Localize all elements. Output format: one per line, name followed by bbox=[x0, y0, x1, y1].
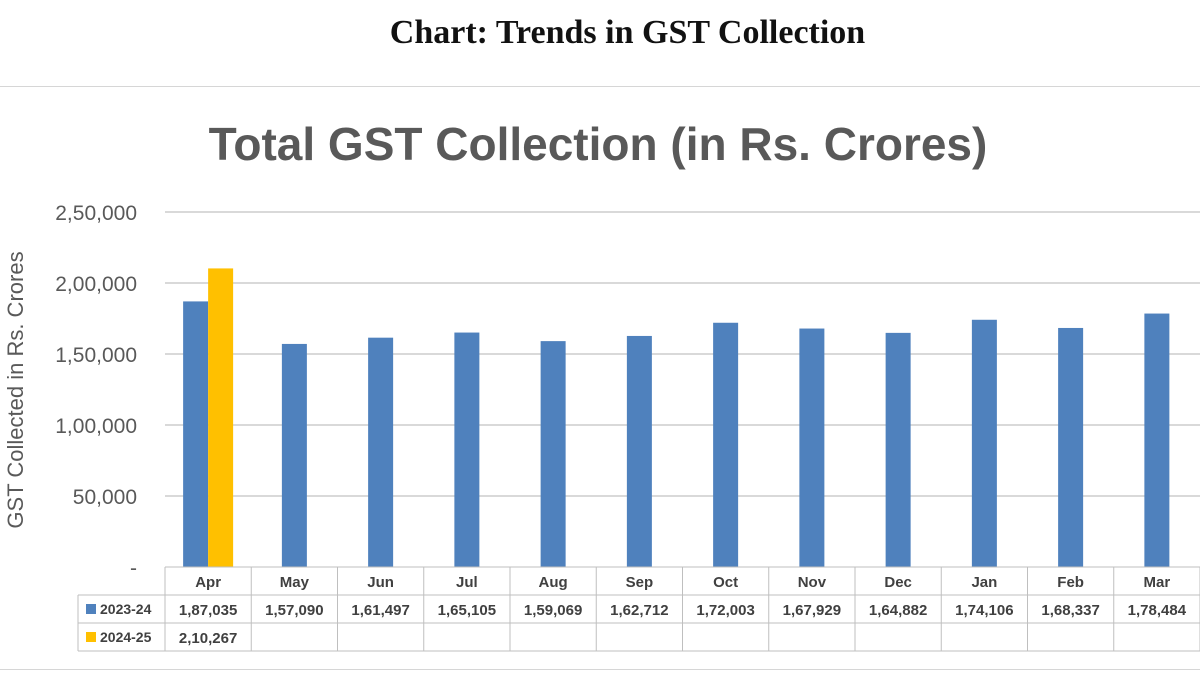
y-axis-label: GST Collected in Rs. Crores bbox=[3, 251, 28, 528]
category-label: Jul bbox=[456, 574, 478, 591]
legend-label-2023-24: 2023-24 bbox=[100, 601, 152, 617]
data-label-2023-24-may: 1,57,090 bbox=[265, 602, 323, 619]
data-label-2023-24-apr: 1,87,035 bbox=[179, 602, 237, 619]
category-label: Sep bbox=[626, 574, 654, 591]
category-label: Nov bbox=[798, 574, 827, 591]
chart-title: Total GST Collection (in Rs. Crores) bbox=[209, 118, 988, 170]
page-title: Chart: Trends in GST Collection bbox=[389, 14, 866, 51]
category-label: Jan bbox=[971, 574, 997, 591]
data-label-2023-24-jun: 1,61,497 bbox=[351, 602, 409, 619]
data-label-2023-24-dec: 1,64,882 bbox=[869, 602, 927, 619]
bars bbox=[183, 268, 1170, 567]
bar-2023-24-dec bbox=[885, 332, 911, 567]
data-label-2023-24-mar: 1,78,484 bbox=[1128, 602, 1187, 619]
data-label-2023-24-jan: 1,74,106 bbox=[955, 602, 1013, 619]
category-label: Aug bbox=[539, 574, 568, 591]
bar-2023-24-jun bbox=[368, 337, 394, 567]
data-label-2023-24-sep: 1,62,712 bbox=[610, 602, 668, 619]
category-label: Feb bbox=[1057, 574, 1084, 591]
category-label: May bbox=[280, 574, 310, 591]
bar-2023-24-oct bbox=[713, 322, 739, 567]
category-label: Dec bbox=[884, 574, 912, 591]
legend-swatch-2023-24 bbox=[86, 604, 96, 614]
y-tick-label: 2,50,000 bbox=[55, 202, 137, 225]
data-label-2023-24-oct: 1,72,003 bbox=[696, 602, 754, 619]
data-table: Apr May Jun Jul Aug Sep Oct Nov Dec Jan Feb Mar 2023… bbox=[77, 566, 1200, 652]
gridlines bbox=[165, 211, 1200, 497]
data-label-2023-24-nov: 1,67,929 bbox=[783, 602, 841, 619]
bar-2023-24-aug bbox=[540, 341, 566, 567]
y-tick-label: 50,000 bbox=[73, 486, 137, 509]
y-axis-ticks: - 50,000 1,00,000 1,50,000 2,00,000 2,50,000 bbox=[55, 202, 137, 580]
category-label: Jun bbox=[367, 574, 394, 591]
data-label-2024-25-apr: 2,10,267 bbox=[179, 630, 237, 647]
bar-2024-25-apr bbox=[208, 268, 234, 567]
bottom-divider bbox=[0, 669, 1200, 670]
bar-2023-24-may bbox=[281, 343, 307, 567]
data-label-2023-24-aug: 1,59,069 bbox=[524, 602, 582, 619]
data-label-2023-24-feb: 1,68,337 bbox=[1041, 602, 1099, 619]
bar-2023-24-jan bbox=[971, 319, 997, 567]
bar-2023-24-mar bbox=[1144, 313, 1170, 567]
bar-2023-24-apr bbox=[183, 301, 209, 567]
y-tick-label: 1,50,000 bbox=[55, 344, 137, 367]
bar-2023-24-sep bbox=[626, 335, 652, 567]
legend-label-2024-25: 2024-25 bbox=[100, 629, 152, 645]
data-label-2023-24-jul: 1,65,105 bbox=[438, 602, 496, 619]
y-tick-label: 1,00,000 bbox=[55, 415, 137, 438]
category-label: Apr bbox=[195, 574, 221, 591]
bar-2023-24-feb bbox=[1058, 327, 1084, 567]
bar-2023-24-jul bbox=[454, 332, 480, 567]
top-divider bbox=[0, 86, 1200, 87]
category-label: Oct bbox=[713, 574, 738, 591]
y-tick-label: - bbox=[130, 557, 137, 580]
bar-2023-24-nov bbox=[799, 328, 825, 567]
legend-swatch-2024-25 bbox=[86, 632, 96, 642]
category-label: Mar bbox=[1144, 574, 1171, 591]
y-tick-label: 2,00,000 bbox=[55, 273, 137, 296]
